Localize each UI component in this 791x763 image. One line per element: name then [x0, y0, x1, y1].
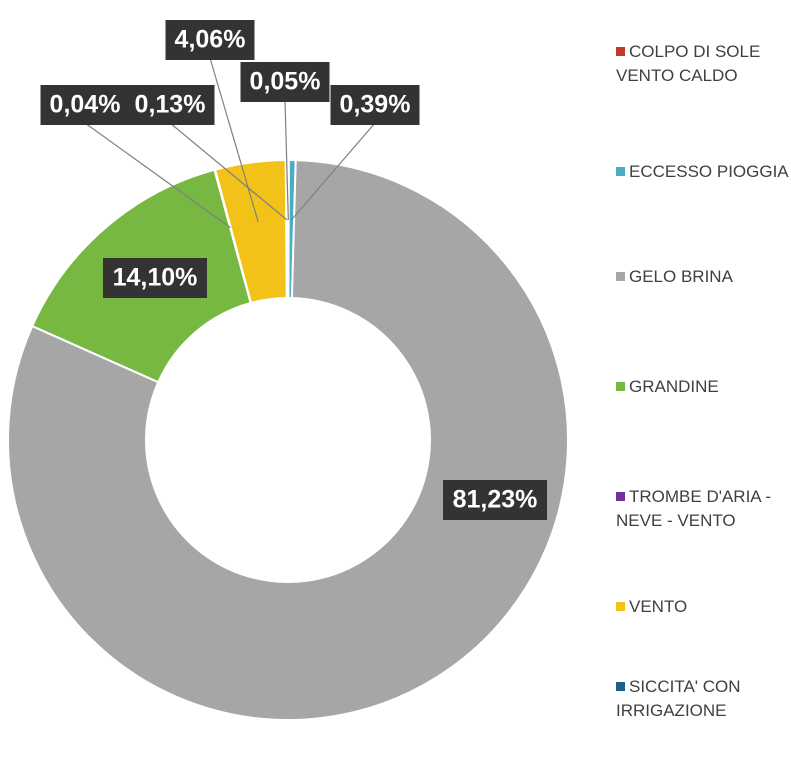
legend-label: ECCESSO PIOGGIA	[629, 162, 789, 181]
label-box	[103, 258, 207, 298]
label-box	[240, 62, 330, 102]
label-box	[165, 20, 255, 60]
data-label: 4,06%	[175, 26, 246, 54]
data-label: 0,04%	[50, 91, 121, 119]
data-label: 0,39%	[340, 91, 411, 119]
leader-line	[209, 57, 259, 223]
label-box	[40, 85, 130, 125]
data-label: 14,10%	[113, 264, 198, 292]
data-label: 0,05%	[250, 68, 321, 96]
legend-item: VENTO	[616, 595, 687, 619]
leader-line	[290, 122, 376, 221]
leader-line	[84, 122, 231, 229]
legend-item: GELO BRINA	[616, 265, 733, 289]
legend-item: SICCITA' CON IRRIGAZIONE	[616, 675, 791, 723]
label-box	[125, 85, 215, 125]
slice	[7, 159, 569, 721]
legend-label: COLPO DI SOLE VENTO CALDO	[616, 42, 761, 85]
legend-label: TROMBE D'ARIA - NEVE - VENTO	[616, 487, 772, 530]
legend-swatch	[616, 167, 625, 176]
legend-label: SICCITA' CON IRRIGAZIONE	[616, 677, 741, 720]
legend-label: GELO BRINA	[629, 267, 733, 286]
leader-line	[284, 99, 289, 221]
legend-swatch	[616, 682, 625, 691]
legend-swatch	[616, 492, 625, 501]
legend-item: ECCESSO PIOGGIA	[616, 160, 789, 184]
data-label: 81,23%	[453, 486, 538, 514]
legend-swatch	[616, 272, 625, 281]
legend-swatch	[616, 382, 625, 391]
legend-label: VENTO	[629, 597, 688, 616]
data-label: 0,13%	[135, 91, 206, 119]
legend-swatch	[616, 47, 625, 56]
legend-item: TROMBE D'ARIA - NEVE - VENTO	[616, 485, 791, 533]
label-box	[330, 85, 420, 125]
legend-item: COLPO DI SOLE VENTO CALDO	[616, 40, 791, 88]
legend-label: GRANDINE	[629, 377, 719, 396]
label-box	[443, 480, 547, 520]
legend-item: GRANDINE	[616, 375, 719, 399]
leader-line	[169, 122, 288, 221]
legend-swatch	[616, 602, 625, 611]
